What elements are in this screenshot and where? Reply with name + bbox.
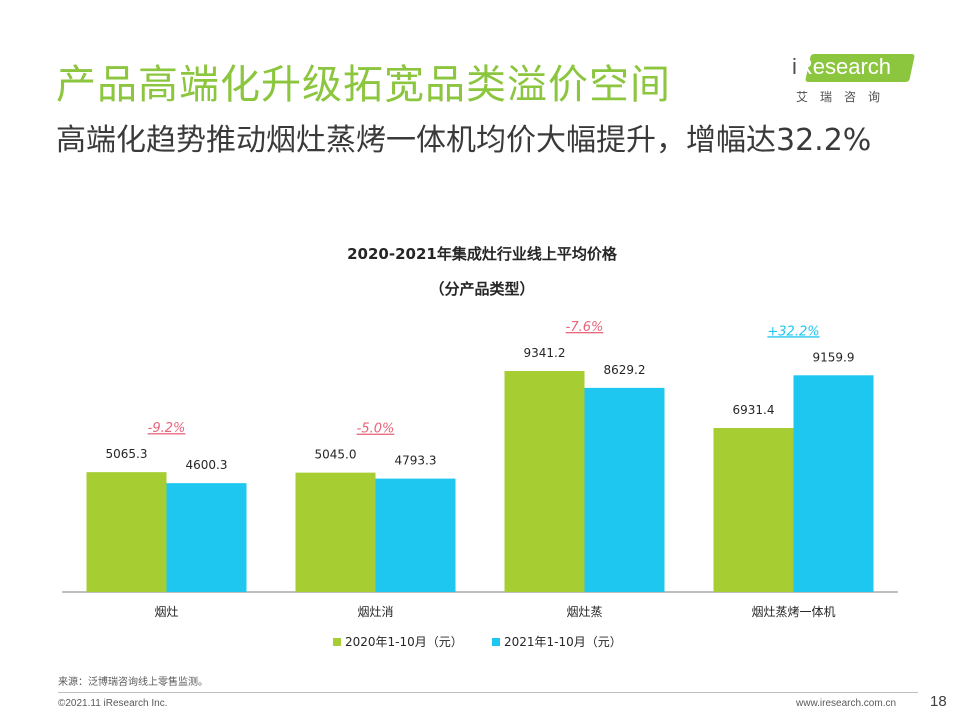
legend-swatch-2021 [492,638,500,646]
data-label-2020-3: 9341.2 [524,346,566,360]
bar-2020-4 [713,428,794,592]
bar-2021-3 [584,387,665,592]
x-tick-label-2: 烟灶消 [357,605,393,619]
chart-subtitle: （分产品类型） [429,280,534,298]
x-tick-label-3: 烟灶蒸 [566,605,602,619]
data-label-2020-4: 6931.4 [733,403,775,417]
change-label-2: -5.0% [357,422,395,437]
legend: 2020年1-10月（元） 2021年1-10月（元） [333,635,622,649]
copyright: ©2021.11 iResearch Inc. [58,698,168,709]
footer-divider [58,692,918,693]
legend-label-2021: 2021年1-10月（元） [504,635,622,649]
page-subtitle: 高端化趋势推动烟灶蒸烤一体机均价大幅提升，增幅达32.2% [56,123,872,158]
x-tick-label-1: 烟灶 [154,605,178,619]
bar-2020-1 [86,472,167,592]
data-label-2021-1: 4600.3 [186,458,228,472]
data-label-2020-2: 5045.0 [315,448,357,462]
logo-wordmark: iResearch [788,50,910,84]
x-tick-label-4: 烟灶蒸烤一体机 [751,604,835,619]
page-number: 18 [930,693,947,710]
logo-brand: Research [796,54,892,79]
change-label-1: -9.2% [148,421,186,436]
legend-label-2020: 2020年1-10月（元） [345,635,463,649]
logo-chinese: 艾瑞咨询 [796,90,893,104]
change-label-3: -7.6% [566,320,604,335]
website-link[interactable]: www.iresearch.com.cn [796,698,897,709]
legend-swatch-2020 [333,638,341,646]
source-note: 来源：泛博瑞咨询线上零售监测。 [58,677,208,688]
bar-2021-4 [793,375,874,592]
data-label-2021-4: 9159.9 [813,350,855,364]
bar-2020-2 [295,472,376,592]
data-label-2020-1: 5065.3 [106,447,148,461]
page-title: 产品高端化升级拓宽品类溢价空间 [56,62,671,108]
iresearch-logo: iResearch 艾瑞咨询 [788,50,915,108]
bars-group: 5065.3 4600.3 -9.2% 烟灶 5045.0 4793.3 -5.0% 烟灶消 9… [86,320,874,619]
bar-2021-2 [375,478,456,592]
data-label-2021-2: 4793.3 [395,454,437,468]
bar-2020-3 [504,371,585,592]
bar-2021-1 [166,483,247,592]
logo-i: i [792,54,797,79]
data-label-2021-3: 8629.2 [604,363,646,377]
change-label-4: +32.2% [767,324,819,339]
chart-title: 2020-2021年集成灶行业线上平均价格 [347,245,618,263]
